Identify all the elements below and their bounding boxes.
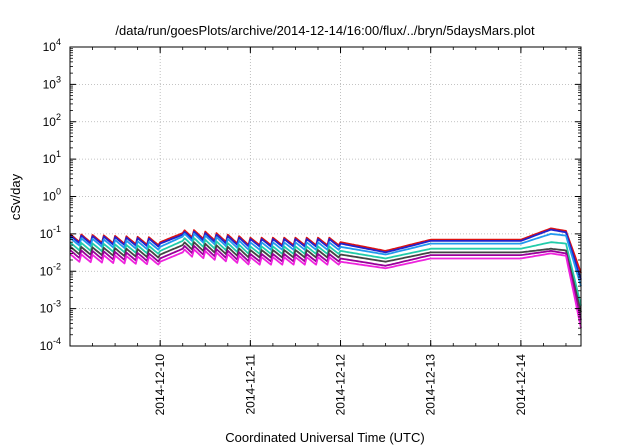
y-tick-base: 10 (40, 302, 54, 316)
y-tick-base: 10 (40, 264, 54, 278)
y-tick-exponent: 3 (56, 74, 61, 84)
y-tick-label: 10-2 (40, 261, 61, 278)
y-tick-label: 104 (43, 37, 61, 54)
y-tick-base: 10 (43, 77, 57, 91)
y-tick-base: 10 (43, 115, 57, 129)
series-line (69, 228, 582, 280)
series-line (69, 227, 582, 274)
y-tick-label: 101 (43, 149, 61, 166)
y-tick-base: 10 (40, 339, 54, 353)
chart-title: /data/run/goesPlots/archive/2014-12-14/1… (115, 23, 535, 38)
series-line (69, 232, 582, 287)
series-line (69, 244, 582, 321)
y-tick-label: 10-4 (40, 336, 61, 353)
y-tick-label: 10-3 (40, 299, 61, 316)
y-tick-exponent: 2 (56, 112, 61, 122)
series-group (69, 227, 582, 329)
y-axis-title: cSv/day (8, 173, 23, 220)
y-tick-base: 10 (43, 40, 57, 54)
x-tick-label: 2014-12-12 (334, 354, 348, 416)
series-line (69, 237, 582, 306)
x-tick-label: 2014-12-11 (243, 354, 257, 415)
y-tick-base: 10 (40, 227, 54, 241)
x-axis-title: Coordinated Universal Time (UTC) (225, 430, 424, 445)
x-axis: 2014-12-10 2014-12-11 2014-12-12 2014-12-13… (69, 47, 567, 416)
y-tick-exponent: -4 (53, 336, 61, 346)
x-tick-label: 2014-12-13 (424, 354, 438, 416)
y-tick-exponent: 1 (56, 149, 61, 159)
y-tick-label: 102 (43, 112, 61, 129)
y-tick-exponent: -2 (53, 261, 61, 271)
y-tick-label: 10-1 (40, 224, 61, 241)
y-tick-exponent: 0 (56, 187, 61, 197)
series-line (69, 248, 582, 329)
grid (70, 47, 581, 346)
y-tick-exponent: 4 (56, 37, 61, 47)
y-tick-label: 103 (43, 74, 61, 91)
y-tick-base: 10 (43, 190, 57, 204)
x-tick-label: 2014-12-14 (514, 354, 528, 416)
y-tick-label: 100 (43, 187, 61, 204)
y-tick-exponent: -3 (53, 299, 61, 309)
x-tick-label: 2014-12-10 (153, 354, 167, 416)
y-tick-exponent: -1 (53, 224, 61, 234)
series-line (69, 241, 582, 313)
y-tick-base: 10 (43, 152, 57, 166)
